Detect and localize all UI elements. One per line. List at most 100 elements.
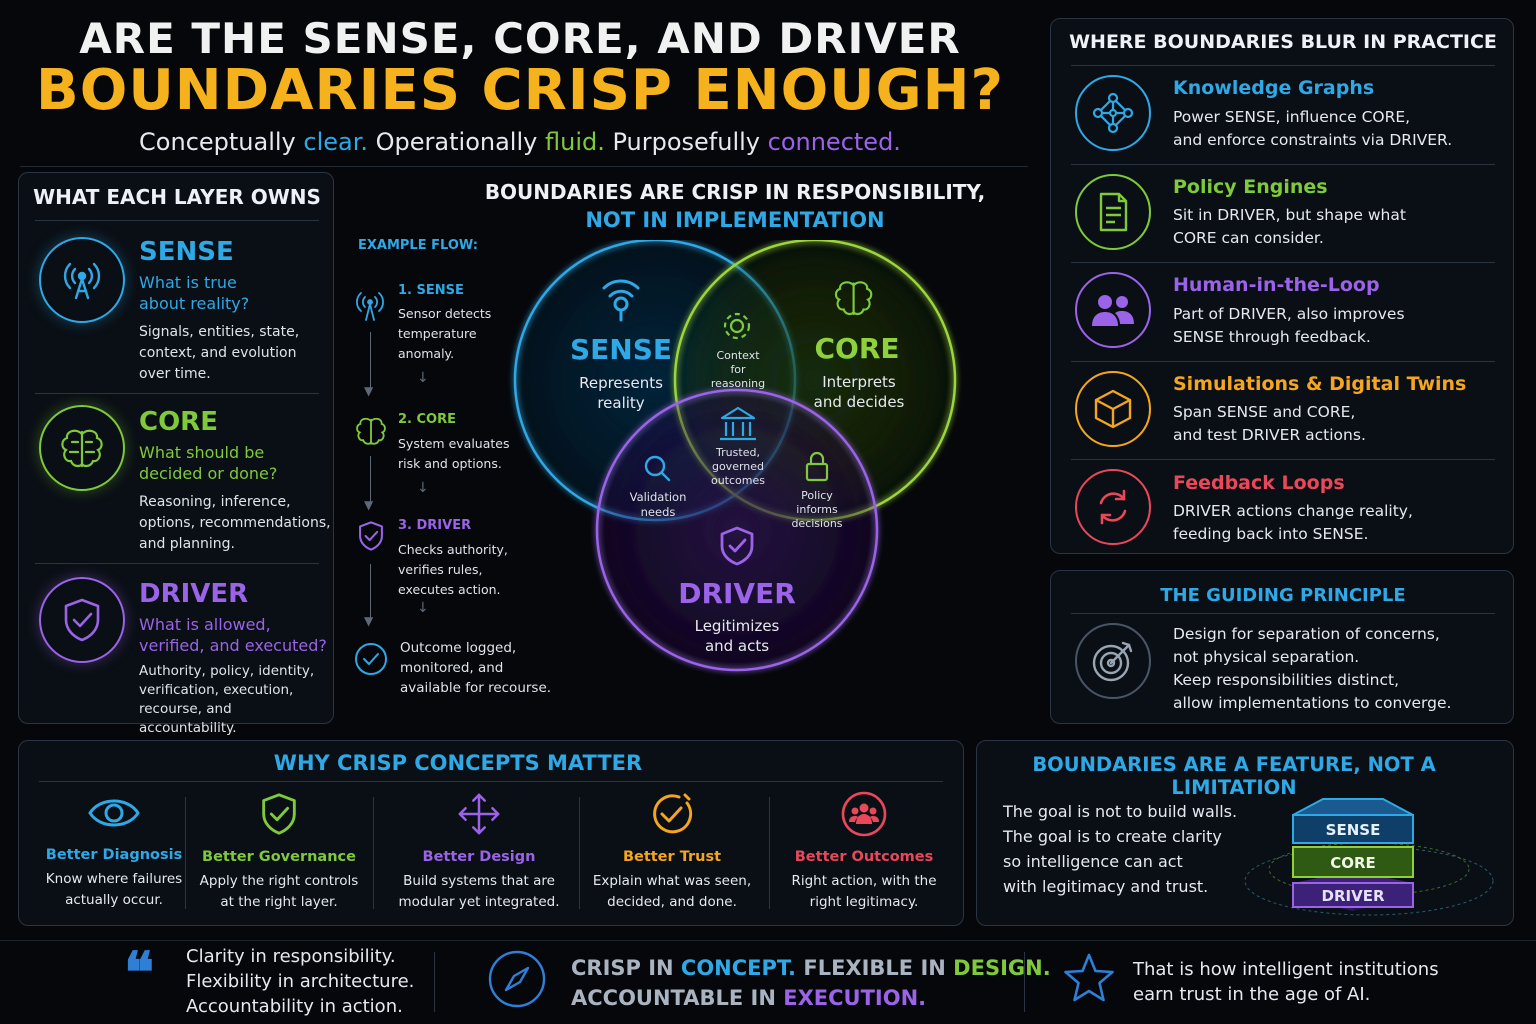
desc-line: over time. (139, 366, 211, 382)
cube-icon (1094, 389, 1132, 429)
question-line: verified, and executed? (139, 636, 327, 655)
motto-concept: CONCEPT. (680, 956, 797, 980)
divider (35, 393, 319, 394)
check-circle-icon (355, 643, 387, 675)
flow-arrow-icon: ▼ (364, 384, 374, 398)
closing-line: earn trust in the age of AI. (1133, 984, 1371, 1005)
flow-text-line: System evaluates (398, 436, 510, 451)
rp-text-line: Power SENSE, influence CORE, (1173, 108, 1411, 126)
flow-step-1-title: 1. SENSE (398, 283, 464, 298)
antenna-icon (63, 262, 101, 300)
why-heading: WHY CRISP CONCEPTS MATTER (273, 751, 643, 775)
feature-line: so intelligence can act (1003, 852, 1183, 871)
core-layer-description: Reasoning, inference, options, recommend… (139, 492, 331, 555)
footer-motto: CRISP IN CONCEPT. FLEXIBLE IN DESIGN. AC… (571, 953, 1051, 1013)
rp-item-2-title: Policy Engines (1173, 176, 1328, 198)
tagline-word-connected: connected. (767, 128, 901, 156)
title-divider (20, 166, 1028, 167)
desc-line: Signals, entities, state, (139, 324, 300, 340)
why-item-governance: Better Governance Apply the right contro… (184, 791, 374, 913)
venn-sense-desc: reality (597, 394, 644, 412)
example-flow-label: EXAMPLE FLOW: (358, 238, 479, 253)
footer-divider (434, 952, 435, 1012)
flow-text-line: executes action. (398, 582, 501, 597)
why-text-line: Explain what was seen, (592, 873, 752, 889)
rp-text-line: DRIVER actions change reality, (1173, 502, 1413, 520)
feature-text: The goal is not to build walls. The goal… (1003, 799, 1237, 899)
why-text-line: Build systems that are (403, 873, 555, 889)
motto-line-2: ACCOUNTABLE IN EXECUTION. (571, 983, 1051, 1013)
why-item-design: Better Design Build systems that are mod… (384, 791, 574, 913)
stack-sense-label: SENSE (1326, 821, 1381, 839)
venn-driver-name: DRIVER (678, 577, 796, 610)
shield-check-icon (262, 793, 296, 835)
why-text-line: modular yet integrated. (398, 894, 560, 910)
question-line: decided or done? (139, 464, 278, 483)
stack-driver-label: DRIVER (1322, 887, 1385, 905)
lock-icon (805, 451, 829, 482)
tagline-part: Operationally (368, 128, 545, 156)
institution-icon (720, 406, 756, 441)
venn-core-name: CORE (814, 332, 899, 365)
why-item-text: Build systems that are modular yet integ… (384, 871, 574, 913)
column-divider (185, 797, 186, 909)
motto-design: DESIGN. (953, 956, 1051, 980)
rp-text-line: Span SENSE and CORE, (1173, 403, 1356, 421)
why-item-title: Better Diagnosis (45, 847, 183, 863)
title-line-1: ARE THE SENSE, CORE, AND DRIVER (79, 14, 961, 63)
feature-line: The goal is not to build walls. (1003, 802, 1238, 821)
rp-text-line: and test DRIVER actions. (1173, 426, 1366, 444)
principle-line: Keep responsibilities distinct, (1173, 671, 1400, 689)
flow-arrow-icon: ▼ (364, 498, 374, 512)
principle-text: Design for separation of concerns, not p… (1173, 623, 1451, 715)
flow-step-4-text: Outcome logged, monitored, and available… (400, 638, 551, 698)
why-text-line: right legitimacy. (809, 894, 919, 910)
rp-item-3-text: Part of DRIVER, also improves SENSE thro… (1173, 303, 1405, 349)
venn-center-label: governed (712, 460, 764, 473)
column-divider (373, 797, 374, 909)
feature-heading: BOUNDARIES ARE A FEATURE, NOT A LIMITATI… (1032, 753, 1436, 799)
why-item-diagnosis: Better Diagnosis Know where failures act… (19, 791, 209, 911)
rp-item-4-title: Simulations & Digital Twins (1173, 373, 1467, 395)
why-item-title: Better Trust (622, 849, 722, 865)
venn-core-driver-label: informs (796, 503, 838, 516)
antenna-icon (356, 292, 384, 321)
venn-core-desc: and decides (814, 393, 905, 411)
sense-layer-description: Signals, entities, state, context, and e… (139, 322, 299, 385)
why-text-line: Apply the right controls (199, 873, 359, 889)
tagline: Conceptually clear. Operationally fluid.… (0, 128, 1040, 156)
tagline-part: Purposefully (604, 128, 768, 156)
venn-driver-desc: and acts (705, 637, 769, 655)
why-item-outcomes: Better Outcomes Right action, with the r… (769, 791, 959, 913)
desc-line: verification, execution, (139, 682, 294, 698)
gear-icon (723, 312, 751, 340)
question-line: What should be (139, 443, 265, 462)
venn-sense-driver-label: needs (641, 505, 676, 519)
target-icon-circle (1075, 623, 1151, 699)
panel-heading: WHERE BOUNDARIES BLUR IN PRACTICE (1069, 31, 1497, 53)
eye-icon (88, 799, 140, 827)
venn-diagram: SENSE Represents reality CORE Interprets… (513, 240, 957, 672)
tagline-word-clear: clear. (303, 128, 369, 156)
motto-execution: EXECUTION. (783, 986, 927, 1010)
desc-line: recourse, and accountability. (139, 701, 237, 736)
desc-line: Authority, policy, identity, (139, 663, 315, 679)
flow-text-line: verifies rules, (398, 562, 483, 577)
divider (39, 781, 943, 782)
driver-circle (595, 388, 879, 672)
driver-layer-question: What is allowed, verified, and executed? (139, 614, 327, 656)
feedback-loop-icon-circle (1075, 469, 1151, 545)
stack-core-label: CORE (1330, 854, 1376, 872)
flow-arrow-icon: ↓ (417, 370, 429, 386)
driver-slab (1292, 882, 1414, 908)
flow-step-3-title: 3. DRIVER (398, 518, 472, 533)
core-layer-icon-circle (39, 405, 125, 491)
flow-text-line: risk and options. (398, 456, 502, 471)
motto-part: ACCOUNTABLE IN (571, 986, 784, 1010)
why-text-line: decided, and done. (607, 894, 737, 910)
flow-step-2-text: System evaluates risk and options. (398, 434, 510, 474)
flow-arrow-icon: ▼ (364, 614, 374, 628)
shield-check-icon (720, 526, 754, 566)
document-icon (1099, 192, 1128, 232)
core-layer-question: What should be decided or done? (139, 442, 277, 484)
